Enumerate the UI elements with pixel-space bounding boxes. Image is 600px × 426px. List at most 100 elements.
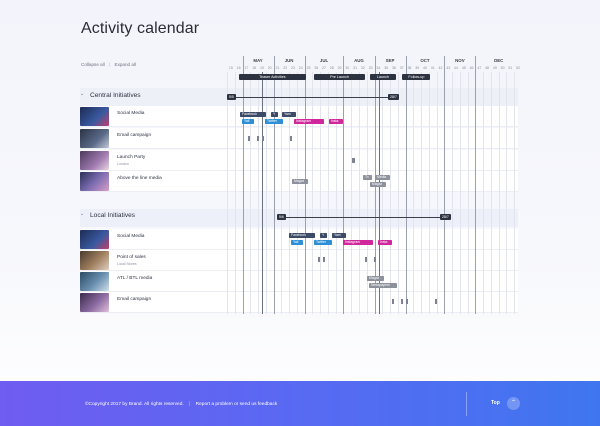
list-item[interactable]: Email campaign bbox=[80, 128, 518, 149]
activity-bar[interactable]: Magaz bbox=[367, 276, 384, 281]
activity-tick[interactable] bbox=[435, 299, 437, 304]
footer: ©Copyright 2017 by Brand. All rights res… bbox=[0, 381, 600, 426]
list-item[interactable]: Social Media bbox=[80, 106, 518, 127]
week-label: 44 bbox=[454, 66, 458, 70]
week-gridline bbox=[227, 72, 228, 314]
activity-tick[interactable] bbox=[262, 136, 264, 141]
activity-tick[interactable] bbox=[323, 257, 325, 262]
activity-bar[interactable]: Newspapers bbox=[369, 283, 397, 288]
phase-bar[interactable]: Launch bbox=[369, 74, 397, 80]
week-label: 38 bbox=[407, 66, 412, 70]
activity-bar[interactable]: Yali bbox=[291, 240, 303, 245]
list-item[interactable]: ATL / BTL media bbox=[80, 271, 518, 292]
activity-tick[interactable] bbox=[406, 299, 408, 304]
week-label: 51 bbox=[508, 66, 513, 70]
control-separator: | bbox=[109, 62, 111, 67]
list-item[interactable]: Email campaign bbox=[80, 292, 518, 313]
activity-bar[interactable]: Instagram bbox=[294, 119, 324, 124]
activity-bar[interactable]: Yam bbox=[282, 112, 296, 117]
week-gridline bbox=[514, 72, 516, 314]
footer-left: ©Copyright 2017 by Brand. All rights res… bbox=[85, 402, 277, 407]
phase-bar[interactable]: Pre Launch bbox=[313, 74, 366, 80]
activity-tick[interactable] bbox=[352, 158, 355, 163]
activity-bar[interactable]: Media bbox=[375, 175, 390, 180]
month-label: SEP bbox=[385, 58, 395, 63]
expand-all-link[interactable]: Expand all bbox=[114, 62, 136, 67]
week-label: 33 bbox=[368, 66, 373, 70]
activity-bar[interactable]: Tv bbox=[363, 175, 372, 180]
activity-bar[interactable]: Magaz bbox=[292, 179, 308, 184]
list-item[interactable]: Point of sales Local Stores bbox=[80, 250, 518, 271]
view-controls: Collapse all | Expand all bbox=[81, 62, 136, 67]
activity-bar[interactable]: Yam bbox=[332, 233, 346, 238]
week-label: 20 bbox=[267, 66, 272, 70]
week-label: 48 bbox=[485, 66, 490, 70]
activity-bar[interactable]: Instagram bbox=[343, 240, 373, 245]
feedback-link[interactable]: Report a problem or send us feedback bbox=[195, 402, 278, 407]
activity-tick[interactable] bbox=[318, 257, 320, 262]
phase-bar[interactable]: Teaser Activities bbox=[238, 74, 307, 80]
activity-bar[interactable]: Y bbox=[271, 112, 278, 117]
collapse-all-link[interactable]: Collapse all bbox=[81, 62, 105, 67]
week-gridline bbox=[265, 72, 267, 314]
week-gridline bbox=[421, 72, 423, 314]
week-gridline bbox=[289, 72, 291, 314]
activity-tick[interactable] bbox=[290, 136, 292, 141]
activity-tick[interactable] bbox=[392, 299, 394, 304]
month-gridline bbox=[242, 56, 244, 314]
activity-bar[interactable]: Facebook bbox=[289, 233, 315, 238]
week-label: 36 bbox=[391, 66, 396, 70]
week-label: 46 bbox=[469, 66, 474, 70]
activity-bar[interactable]: Insta bbox=[378, 240, 392, 245]
week-label: 19 bbox=[259, 66, 264, 70]
activity-bar[interactable]: Twitter bbox=[265, 119, 283, 124]
row-label: Social Media bbox=[117, 234, 145, 239]
activity-bar[interactable]: Yali bbox=[242, 119, 254, 124]
week-label: 49 bbox=[492, 66, 497, 70]
phase-bar[interactable]: Follow-up bbox=[402, 74, 431, 80]
week-label: 34 bbox=[376, 66, 381, 70]
section-title[interactable]: Central Initiatives bbox=[90, 92, 141, 99]
month-gridline bbox=[444, 56, 446, 314]
list-item[interactable]: Social Media bbox=[80, 229, 518, 250]
week-label: 41 bbox=[430, 66, 435, 70]
week-gridline bbox=[452, 72, 454, 314]
activity-bar[interactable]: Facebook bbox=[240, 112, 266, 117]
week-label: 45 bbox=[461, 66, 466, 70]
week-label: 42 bbox=[438, 66, 443, 70]
week-gridline bbox=[327, 72, 329, 314]
section-title[interactable]: Local Initiatives bbox=[90, 212, 136, 219]
week-gridline bbox=[498, 72, 500, 314]
month-label: JUN bbox=[284, 58, 294, 63]
chevron-down-icon[interactable]: ⌄ bbox=[80, 91, 85, 97]
week-gridline bbox=[234, 72, 236, 314]
week-label: 50 bbox=[500, 66, 505, 70]
activity-bar[interactable]: Magaz bbox=[370, 182, 386, 187]
chevron-up-icon[interactable]: ⌃ bbox=[507, 397, 520, 410]
activity-tick[interactable] bbox=[374, 257, 376, 262]
chevron-down-icon[interactable]: ⌄ bbox=[80, 211, 85, 217]
week-label: 30 bbox=[345, 66, 350, 70]
week-gridline bbox=[467, 72, 469, 314]
week-label: 16 bbox=[236, 66, 241, 70]
week-label: 43 bbox=[446, 66, 451, 70]
activity-bar[interactable]: Y bbox=[320, 233, 327, 238]
week-gridline bbox=[506, 72, 508, 314]
activity-tick[interactable] bbox=[257, 136, 259, 141]
week-label: 21 bbox=[275, 66, 280, 70]
week-label: 25 bbox=[306, 66, 311, 70]
activity-bar[interactable]: Insta bbox=[329, 119, 343, 124]
activity-tick[interactable] bbox=[365, 257, 367, 262]
week-gridline bbox=[281, 72, 283, 314]
row-thumbnail bbox=[80, 230, 109, 249]
activity-bar[interactable]: Twitter bbox=[314, 240, 332, 245]
activity-tick[interactable] bbox=[401, 299, 403, 304]
week-label: 24 bbox=[298, 66, 303, 70]
week-gridline bbox=[413, 72, 415, 314]
top-link[interactable]: Top bbox=[491, 400, 500, 406]
footer-separator: | bbox=[189, 402, 191, 407]
week-label: 31 bbox=[353, 66, 358, 70]
list-item[interactable]: Launch Party London bbox=[80, 150, 518, 171]
activity-tick[interactable] bbox=[248, 136, 250, 141]
section-band-local bbox=[80, 209, 518, 227]
